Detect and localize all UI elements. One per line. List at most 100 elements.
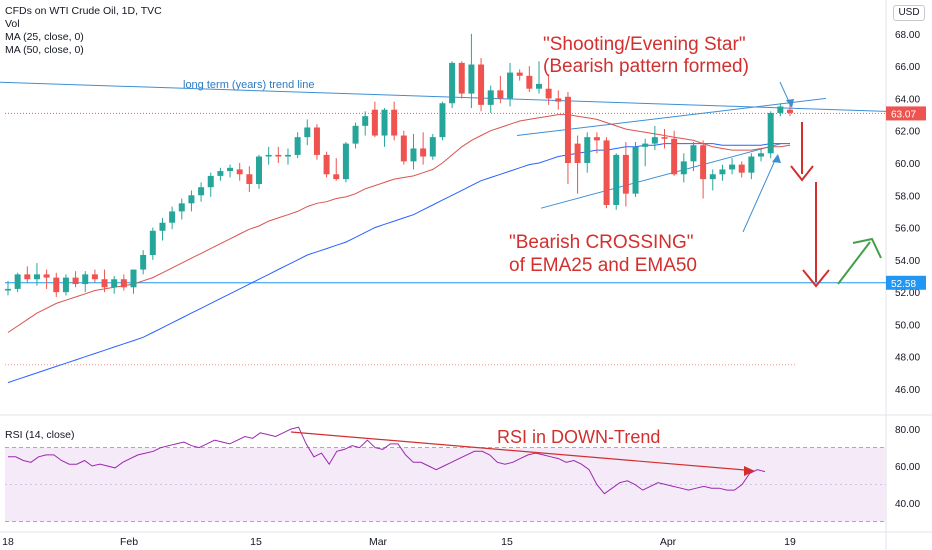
price-tick-label: 54.00 <box>895 256 920 267</box>
candle-body <box>120 279 127 288</box>
ma50-legend: MA (50, close, 0) <box>5 44 84 56</box>
candle-body <box>497 90 504 99</box>
time-tick-label: 15 <box>250 536 262 548</box>
red-arrow-1-head <box>790 165 814 182</box>
price-tick-label: 58.00 <box>895 191 920 202</box>
candle-body <box>700 145 707 180</box>
candle-body <box>304 127 311 138</box>
candle-body <box>758 153 765 157</box>
time-tick-label: Apr <box>660 536 677 548</box>
candle-body <box>507 72 514 99</box>
time-tick-label: 19 <box>784 536 796 548</box>
candle-body <box>458 62 465 94</box>
ma25-line <box>7 114 791 333</box>
candle-body <box>91 274 98 280</box>
price-tick-label: 46.00 <box>895 385 920 396</box>
candle-body <box>352 125 359 144</box>
candle-body <box>651 137 658 144</box>
rsi-trend-annotation: RSI in DOWN-Trend <box>497 427 661 447</box>
rsi-line <box>8 426 766 495</box>
candle-body <box>709 174 716 180</box>
candle-body <box>767 112 774 154</box>
candle-body <box>236 169 243 175</box>
candle-body <box>371 109 378 136</box>
candle-body <box>487 90 494 105</box>
candle-body <box>622 154 629 194</box>
candle-body <box>24 274 31 280</box>
ma25-legend: MA (25, close, 0) <box>5 31 84 43</box>
price-tick-label: 48.00 <box>895 353 920 364</box>
candle-body <box>111 279 118 288</box>
candle-body <box>82 274 89 285</box>
candle-body <box>62 277 69 293</box>
price-tick-label: 56.00 <box>895 224 920 235</box>
candle-body <box>603 140 610 205</box>
candle-body <box>526 75 533 89</box>
candle-body <box>516 72 523 76</box>
time-tick-label: Feb <box>120 536 138 548</box>
candle-body <box>246 174 253 184</box>
candle-body <box>777 106 784 113</box>
candle-body <box>275 154 282 157</box>
candle-body <box>43 274 50 278</box>
candle-body <box>342 143 349 180</box>
candle-body <box>140 255 147 270</box>
candle-body <box>265 154 272 157</box>
candle-body <box>429 137 436 157</box>
candle-body <box>33 274 40 280</box>
green-arrow-shaft <box>837 241 871 285</box>
candle-body <box>400 135 407 162</box>
candle-body <box>680 161 687 175</box>
candle-body <box>584 137 591 163</box>
candle-body <box>188 195 195 204</box>
candle-body <box>169 211 176 223</box>
red-arrow-2-head <box>802 269 830 288</box>
support-level-label: 52.58 <box>891 279 916 290</box>
candle-body <box>449 62 456 104</box>
cross-annotation-line2: of EMA25 and EMA50 <box>509 255 697 276</box>
price-tick-label: 60.00 <box>895 159 920 170</box>
candle-body <box>574 143 581 163</box>
symbol-title: CFDs on WTI Crude Oil, 1D, TVC <box>5 5 162 17</box>
last-price-tag <box>886 106 926 121</box>
candle-body <box>690 145 697 162</box>
candle-body <box>729 164 736 170</box>
candle-body <box>439 103 446 138</box>
candle-body <box>207 175 214 188</box>
star-annotation-line2: (Bearish pattern formed) <box>543 56 749 77</box>
rsi-trend-arrowhead <box>744 466 755 476</box>
last-price-label: 63.07 <box>891 109 916 120</box>
long-term-trend-line <box>0 81 887 112</box>
time-tick-label: 15 <box>501 536 513 548</box>
currency-button[interactable]: USD <box>893 5 925 21</box>
trend-line-annotation: long term (years) trend line <box>183 79 315 91</box>
rsi-trend-arrow-line <box>290 431 746 471</box>
candle-body <box>313 127 320 155</box>
price-tick-label: 52.00 <box>895 288 920 299</box>
candle-body <box>719 169 726 175</box>
candle-body <box>333 174 340 180</box>
rsi-legend: RSI (14, close) <box>5 429 75 441</box>
support-level-tag <box>886 275 926 290</box>
candle-body <box>227 167 234 172</box>
price-tick-label: 62.00 <box>895 127 920 138</box>
ma50-line <box>7 143 790 384</box>
candle-body <box>613 154 620 205</box>
price-tick-label: 64.00 <box>895 94 920 105</box>
candle-body <box>101 279 108 288</box>
candle-body <box>632 146 639 194</box>
candle-body <box>217 171 224 176</box>
candle-body <box>564 96 571 163</box>
star-annotation-line1: "Shooting/Evening Star" <box>543 34 746 55</box>
candle-body <box>555 98 562 102</box>
candle-body <box>323 154 330 175</box>
star-pointer-arrowhead <box>786 99 794 108</box>
time-tick-label: 18 <box>2 536 14 548</box>
green-arrow-head <box>852 237 882 259</box>
candle-body <box>256 156 263 184</box>
candle-body <box>420 148 427 157</box>
candle-body <box>787 109 793 113</box>
cross-pointer-arrowhead <box>772 154 781 163</box>
candle-body <box>391 109 398 136</box>
